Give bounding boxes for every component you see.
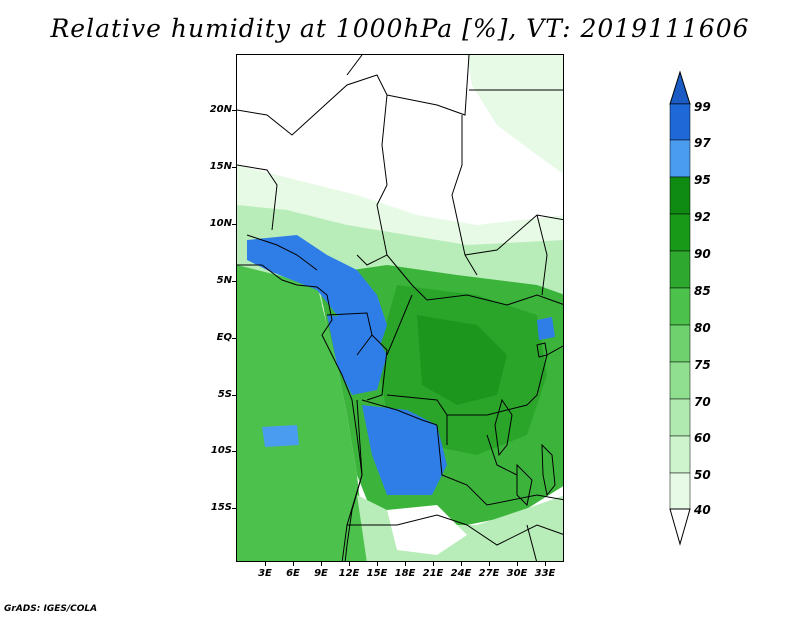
colorbar-label-90: 90: [694, 247, 711, 261]
lon-label-21e: 21E: [422, 568, 444, 579]
colorbar-segment-85: [669, 287, 691, 326]
colorbar-label-97: 97: [694, 136, 711, 150]
lon-tick: [433, 562, 434, 566]
lon-tick: [265, 562, 266, 566]
lon-label-15e: 15E: [366, 568, 388, 579]
lat-label-eq: EQ: [216, 332, 232, 343]
colorbar-label-50: 50: [694, 468, 711, 482]
colorbar-label-60: 60: [694, 431, 711, 445]
lon-label-33e: 33E: [534, 568, 556, 579]
colorbar-segment-95: [669, 176, 691, 215]
lon-label-24e: 24E: [450, 568, 472, 579]
colorbar-label-75: 75: [694, 358, 711, 372]
lakes: [494, 342, 556, 507]
lon-label-27e: 27E: [478, 568, 500, 579]
blue-spots-east: [537, 317, 555, 340]
colorbar-top-arrow: [669, 70, 691, 105]
blue-zone-angola: [362, 405, 447, 495]
colorbar-segment-70: [669, 398, 691, 437]
lon-label-30e: 30E: [506, 568, 528, 579]
colorbar-label-92: 92: [694, 210, 711, 224]
lon-tick: [293, 562, 294, 566]
colorbar-label-95: 95: [694, 173, 711, 187]
lon-tick: [405, 562, 406, 566]
lon-tick: [377, 562, 378, 566]
colorbar-label-70: 70: [694, 395, 711, 409]
humidity-map: [237, 55, 563, 561]
lon-tick: [545, 562, 546, 566]
page-title: Relative humidity at 1000hPa [%], VT: 20…: [50, 14, 750, 43]
colorbar-segment-97: [669, 139, 691, 178]
lon-label-18e: 18E: [394, 568, 416, 579]
country-borders: [237, 55, 563, 561]
lat-label-15s: 15S: [210, 502, 232, 513]
colorbar-segment-92: [669, 213, 691, 252]
lon-tick: [461, 562, 462, 566]
colorbar-segment-75: [669, 361, 691, 400]
grads-credit: GrADS: IGES/COLA: [4, 604, 98, 614]
lon-tick: [517, 562, 518, 566]
blue-spot-ocean: [262, 425, 299, 447]
lon-label-12e: 12E: [338, 568, 360, 579]
colorbar-label-80: 80: [694, 321, 711, 335]
pale-patches-ne: [467, 55, 563, 174]
map-panel: [236, 54, 564, 562]
lat-tick: [232, 224, 236, 225]
lat-label-15n: 15N: [209, 161, 232, 172]
lon-label-3e: 3E: [258, 568, 272, 579]
lon-tick: [489, 562, 490, 566]
lat-label-10s: 10S: [210, 445, 232, 456]
colorbar-label-99: 99: [694, 100, 711, 114]
colorbar: [669, 70, 691, 546]
lat-label-5s: 5S: [217, 389, 232, 400]
lat-tick: [232, 508, 236, 509]
colorbar-segment-80: [669, 324, 691, 363]
lat-label-20n: 20N: [209, 104, 232, 115]
deep-green-patches: [417, 315, 507, 405]
south-white-patch: [387, 505, 467, 555]
colorbar-bottom-arrow: [669, 508, 691, 546]
lat-tick: [232, 451, 236, 452]
colorbar-segment-50: [669, 472, 691, 510]
coastline: [237, 264, 363, 561]
ocean-humidity: [237, 265, 367, 561]
lon-label-6e: 6E: [286, 568, 300, 579]
colorbar-segment-60: [669, 435, 691, 474]
lat-tick: [232, 281, 236, 282]
lat-tick: [232, 338, 236, 339]
colorbar-segment-90: [669, 250, 691, 289]
colorbar-label-40: 40: [694, 503, 711, 517]
lon-tick: [349, 562, 350, 566]
lat-label-10n: 10N: [209, 218, 232, 229]
lat-label-5n: 5N: [216, 275, 232, 286]
lon-tick: [321, 562, 322, 566]
lat-tick: [232, 395, 236, 396]
lon-label-9e: 9E: [314, 568, 328, 579]
colorbar-segment-99: [669, 103, 691, 141]
colorbar-label-85: 85: [694, 284, 711, 298]
lat-tick: [232, 167, 236, 168]
lat-tick: [232, 110, 236, 111]
